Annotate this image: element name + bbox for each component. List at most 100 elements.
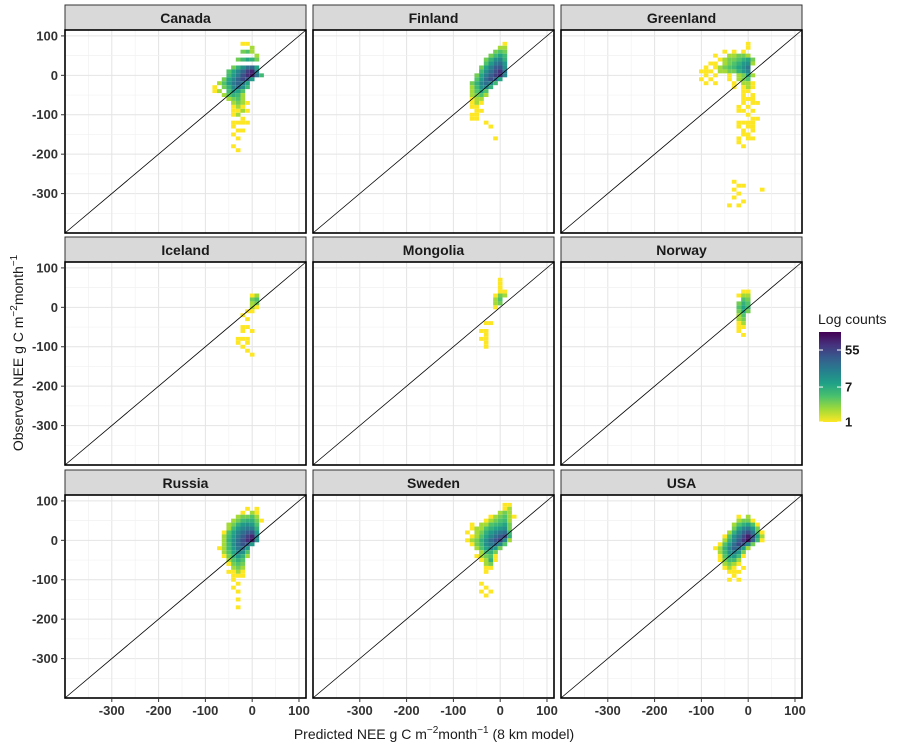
- heatmap-cell: [497, 530, 503, 535]
- heatmap-cell: [483, 546, 489, 551]
- x-tick-label: -200: [642, 703, 668, 718]
- y-tick-label: 0: [51, 533, 58, 548]
- heatmap-cell: [221, 81, 227, 86]
- heatmap-cell: [755, 116, 760, 121]
- heatmap-cell: [750, 93, 756, 98]
- heatmap-cell: [493, 65, 498, 70]
- heatmap-cell: [727, 569, 732, 574]
- heatmap-cell: [745, 85, 751, 90]
- heatmap-cell: [240, 562, 246, 566]
- heatmap-cell: [488, 534, 494, 539]
- heatmap-cell: [479, 97, 484, 101]
- y-tick-label: -200: [32, 612, 58, 627]
- heatmap-cell: [731, 81, 737, 86]
- legend-ticks: 55 7 1: [819, 343, 859, 430]
- heatmap-cell: [745, 69, 751, 74]
- heatmap-cell: [483, 344, 489, 349]
- heatmap-cell: [741, 538, 746, 543]
- heatmap-cell: [235, 57, 241, 62]
- heatmap-cell: [722, 546, 728, 551]
- facet-strip-label: Finland: [409, 10, 459, 26]
- heatmap-cell: [469, 112, 475, 117]
- heatmap-cell: [722, 61, 728, 66]
- heatmap-cell: [493, 518, 498, 523]
- heatmap-cell: [221, 93, 227, 98]
- heatmap-cell: [736, 558, 742, 563]
- heatmap-cell: [722, 69, 728, 74]
- heatmap-cell: [240, 542, 246, 547]
- heatmap-cell: [259, 73, 264, 78]
- heatmap-cell: [750, 85, 756, 90]
- heatmap-cell: [717, 550, 723, 555]
- heatmap-cell: [254, 510, 260, 515]
- heatmap-cell: [226, 530, 232, 535]
- heatmap-cell: [741, 199, 746, 204]
- heatmap-cell: [483, 65, 489, 70]
- heatmap-cell: [497, 301, 503, 306]
- facet-strip: [64, 4, 307, 31]
- heatmap-cell: [488, 530, 494, 535]
- heatmap-cell: [736, 301, 742, 306]
- heatmap-cell: [745, 301, 751, 306]
- heatmap-cell: [736, 305, 742, 310]
- heatmap-cell: [493, 522, 498, 527]
- heatmap-cell: [750, 100, 756, 105]
- heatmap-cell: [474, 530, 480, 535]
- facet-russia: Russia: [64, 469, 307, 699]
- heatmap-cell: [479, 530, 484, 535]
- heatmap-cell: [745, 542, 751, 547]
- heatmap-cell: [469, 116, 475, 121]
- heatmap-cell: [235, 522, 241, 527]
- heatmap-cell: [736, 65, 742, 70]
- heatmap-cell: [741, 321, 746, 326]
- heatmap-cell: [483, 534, 489, 539]
- x-tick-label: 100: [536, 703, 558, 718]
- heatmap-cell: [249, 352, 255, 357]
- heatmap-cell: [745, 526, 751, 531]
- heatmap-cell: [731, 526, 737, 531]
- x-tick-label: 0: [497, 703, 504, 718]
- heatmap-cell: [254, 538, 260, 543]
- heatmap-cell: [745, 534, 751, 539]
- heatmap-cell: [212, 85, 218, 90]
- heatmap-cell: [249, 530, 255, 535]
- heatmap-cell: [488, 85, 494, 90]
- heatmap-cell: [497, 542, 503, 547]
- heatmap-cell: [231, 65, 236, 70]
- heatmap-cell: [240, 116, 246, 121]
- one-to-one-line: [312, 261, 555, 466]
- heatmap-cell: [493, 558, 498, 563]
- heatmap-cell: [483, 61, 489, 66]
- heatmap-cell: [722, 65, 728, 70]
- heatmap-cell: [235, 554, 241, 559]
- heatmap-cell: [231, 530, 236, 535]
- heatmap-cell: [731, 69, 737, 74]
- heatmap-cell: [254, 305, 260, 310]
- heatmap-cell: [736, 69, 742, 74]
- heatmap-cell: [699, 77, 704, 82]
- heatmap-cell: [245, 49, 250, 54]
- heatmap-cell: [240, 573, 246, 578]
- heatmap-cell: [731, 522, 737, 527]
- heatmap-cell: [231, 132, 236, 137]
- heatmap-cell: [717, 542, 723, 547]
- heatmap-cell: [254, 73, 260, 78]
- heatmap-cell: [736, 108, 742, 113]
- heatmap-cell: [226, 81, 232, 86]
- heatmap-cell: [741, 93, 746, 98]
- heatmap-cell: [488, 321, 494, 326]
- heatmap-cell: [493, 530, 498, 535]
- heatmap-cell: [717, 65, 723, 70]
- facet-mongolia: Mongolia: [312, 236, 555, 466]
- heatmap-cell: [750, 530, 756, 535]
- heatmap-cell: [469, 526, 475, 531]
- heatmap-cell: [483, 558, 489, 563]
- heatmap-cell: [736, 77, 742, 82]
- heatmap-cell: [741, 534, 746, 539]
- heatmap-cell: [741, 301, 746, 306]
- heatmap-cell: [755, 534, 760, 539]
- heatmap-cell: [731, 187, 737, 192]
- heatmap-cell: [249, 293, 255, 298]
- heatmap-cell: [741, 49, 746, 54]
- heatmap-cell: [502, 510, 508, 515]
